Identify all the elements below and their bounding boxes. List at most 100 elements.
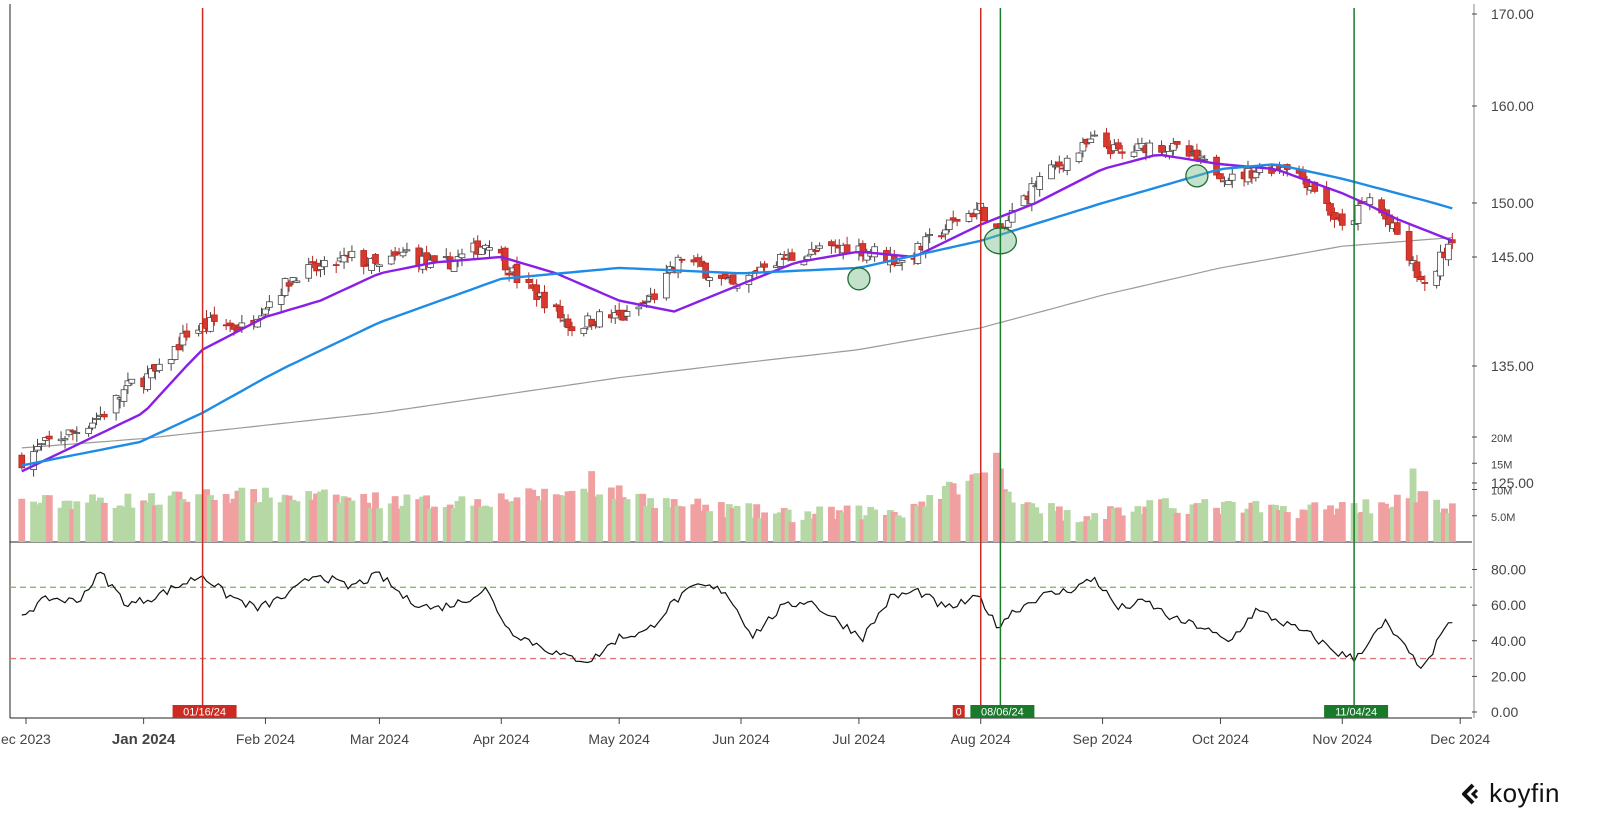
candlestick [399,247,407,259]
volume-bar [344,497,352,542]
volume-bar [124,493,132,542]
candlestick [45,430,53,448]
volume-bar [258,502,265,542]
volume-bar [128,507,136,542]
candlestick [156,358,163,374]
signal-date-label: 08/06/24 [981,707,1024,719]
volume-bar [941,485,949,542]
volume-bar [1201,499,1209,542]
volume-bar [305,491,313,542]
volume-bar [387,503,395,542]
volume-bar [73,501,81,542]
volume-bar [1413,502,1421,542]
volume-bar [529,489,537,542]
volume-bar [1421,491,1429,542]
volume-bar [89,494,96,542]
candlestick [1056,155,1063,174]
moving-average-line [21,163,1453,467]
volume-bar [93,500,100,542]
volume-bar [890,511,898,542]
volume-bar [179,499,187,542]
volume-bar [883,515,890,542]
volume-bar [717,502,725,542]
volume-bar [757,518,765,542]
volume-bar [725,504,733,542]
volume-bar [120,506,128,542]
volume-bar [1158,499,1165,542]
volume-bar [910,503,918,542]
volume-bar [1389,506,1397,542]
volume-bar [541,488,548,542]
volume-bar [611,498,619,542]
candlestick [721,273,729,281]
volume-bar [973,473,981,542]
volume-bar [635,493,643,542]
volume-bar [1087,519,1095,542]
volume-bar [478,506,486,542]
moving-average-long [21,237,1453,449]
volume-bar [313,493,320,542]
volume-bar [69,509,77,542]
volume-bar [918,501,926,542]
volume-bar [1055,506,1063,542]
candlestick [965,210,973,223]
volume-bar [1036,513,1044,542]
volume-bar [1162,498,1169,542]
volume-bar [867,506,875,542]
candlestick [1338,208,1346,231]
candlestick [674,254,682,279]
volume-bar [148,493,155,542]
candlestick [745,273,753,293]
oscillator-panel [10,571,1472,670]
volume-bar [1032,507,1040,542]
volume-bar [1362,499,1370,542]
candlestick [211,306,218,326]
volume-bar [784,509,792,542]
candlestick [321,256,328,276]
candlestick [596,309,603,329]
volume-bar [332,494,340,542]
volume-bar [812,513,820,542]
volume-bar [1323,509,1330,542]
candlestick [812,245,819,256]
candlestick [945,219,953,233]
signal-date-flag: 0 [952,705,965,719]
volume-bar [1307,504,1315,542]
candlestick [93,412,100,426]
volume-bar [482,505,489,542]
volume-bar [61,500,69,542]
volume-bar [607,487,615,542]
oscillator-line [21,571,1453,670]
candlestick [305,257,313,283]
volume-bar [1134,506,1142,542]
volume-bar [195,494,203,542]
x-tick-label: Jun 2024 [712,731,770,747]
candlestick [1048,160,1055,180]
candlestick [403,242,411,254]
candlestick [639,299,647,305]
volume-bar [780,508,788,542]
candlestick [120,385,128,407]
candlestick [458,248,466,267]
candlestick [1052,161,1059,170]
volume-bar [619,497,627,542]
y-tick-label: 170.00 [1491,6,1534,22]
volume-bar [1268,504,1275,542]
candlestick [828,239,835,254]
volume-bar [749,517,757,542]
candlestick [1213,154,1220,180]
volume-bar [309,499,317,542]
volume-bar [419,496,427,542]
volume-bar [1366,513,1374,542]
volume-bar [1217,514,1224,542]
y-tick-label: 0.00 [1491,704,1518,720]
volume-bar [34,504,41,542]
volume-bar [1107,506,1114,542]
volume-bar [1248,502,1256,542]
volume-bar [1020,504,1028,542]
candlestick [1036,172,1044,197]
volume-bar [348,500,356,542]
signal-date-flag: 11/04/24 [1324,705,1389,719]
x-tick-label: ec 2023 [1,731,51,747]
volume-bar [800,519,808,542]
